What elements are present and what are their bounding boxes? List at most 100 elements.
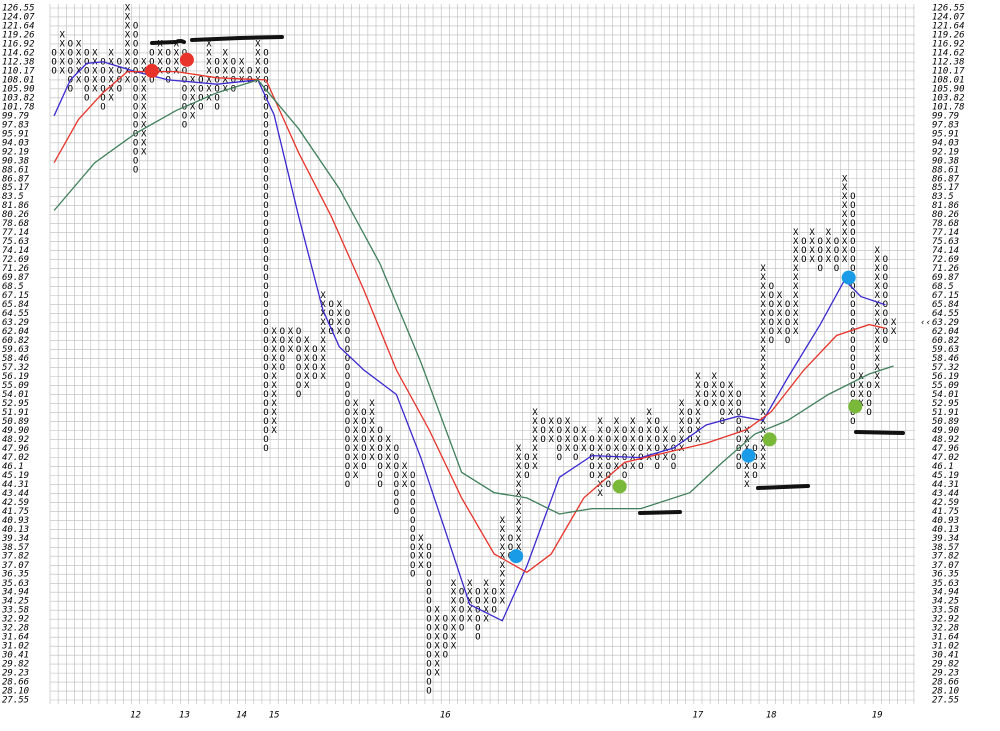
box: O [263, 381, 268, 391]
y-tick-label-right: 99.79 [932, 111, 959, 121]
box: O [443, 642, 448, 652]
box: X [157, 48, 163, 58]
box: O [426, 615, 431, 625]
box: O [410, 471, 415, 481]
y-tick-label-right: 44.31 [932, 480, 959, 490]
box: O [687, 408, 692, 418]
box: O [475, 606, 480, 616]
y-tick-label-right: 27.55 [932, 696, 959, 706]
box: X [875, 381, 881, 391]
box: X [663, 435, 669, 445]
y-tick-label: 29.82 [2, 660, 29, 670]
box: X [516, 534, 522, 544]
box: O [263, 273, 268, 283]
box: O [524, 462, 529, 472]
y-tick-label: 29.23 [2, 669, 29, 679]
y-tick-label-right: 32.28 [931, 624, 959, 634]
box: O [51, 66, 56, 76]
y-tick-label-right: 42.59 [932, 498, 959, 508]
box: O [263, 111, 268, 121]
box: X [174, 57, 180, 67]
box: O [654, 435, 659, 445]
box: O [850, 318, 855, 328]
box: X [760, 336, 766, 346]
box: O [883, 282, 888, 292]
box: O [68, 66, 73, 76]
box: X [695, 372, 701, 382]
box: O [736, 462, 741, 472]
box: O [850, 291, 855, 301]
box: X [793, 255, 799, 265]
y-tick-label: 72.69 [2, 255, 29, 265]
box: X [516, 489, 522, 499]
y-tick-label: 80.26 [2, 210, 29, 220]
y-tick-label-right: 51.91 [932, 408, 959, 418]
box: O [589, 444, 594, 454]
box: O [296, 390, 301, 400]
y-tick-label-right: 41.75 [932, 507, 959, 517]
box: O [459, 597, 464, 607]
box: O [850, 264, 855, 274]
box: X [500, 525, 506, 535]
box: X [712, 381, 718, 391]
box: O [361, 462, 366, 472]
y-tick-label-right: 40.93 [932, 516, 959, 526]
box: O [345, 390, 350, 400]
signal-dot [762, 432, 777, 447]
box: X [483, 606, 489, 616]
y-tick-label-right: 29.82 [932, 660, 959, 670]
box: X [760, 291, 766, 301]
box: O [475, 633, 480, 643]
y-tick-label: 94.03 [2, 138, 29, 148]
box: X [434, 615, 440, 625]
box: O [557, 435, 562, 445]
y-tick-label: 31.64 [1, 633, 29, 643]
box: X [223, 66, 229, 76]
y-tick-label: 28.10 [2, 687, 29, 697]
box: X [157, 57, 163, 67]
box: O [410, 525, 415, 535]
box: X [728, 408, 734, 418]
box: O [280, 345, 285, 355]
box: O [377, 480, 382, 490]
box: O [850, 282, 855, 292]
box: O [263, 66, 268, 76]
box: O [606, 444, 611, 454]
box: O [263, 183, 268, 193]
box: X [793, 282, 799, 292]
box: O [557, 426, 562, 436]
box: X [467, 615, 473, 625]
box: X [614, 435, 620, 445]
box: X [875, 273, 881, 283]
box: O [198, 102, 203, 112]
box: X [597, 435, 603, 445]
box: X [695, 399, 701, 409]
box: O [328, 327, 333, 337]
y-tick-label: 37.82 [1, 552, 29, 562]
y-tick-label: 30.41 [1, 651, 29, 661]
box: X [141, 129, 147, 139]
box: X [842, 255, 848, 265]
box: O [377, 426, 382, 436]
box: X [483, 588, 489, 598]
box: X [760, 354, 766, 364]
box: O [866, 408, 871, 418]
box: X [875, 300, 881, 310]
box: O [459, 588, 464, 598]
box: X [728, 381, 734, 391]
box: O [606, 435, 611, 445]
y-tick-label: 74.14 [2, 246, 29, 256]
box: X [777, 309, 783, 319]
box: O [133, 21, 138, 31]
